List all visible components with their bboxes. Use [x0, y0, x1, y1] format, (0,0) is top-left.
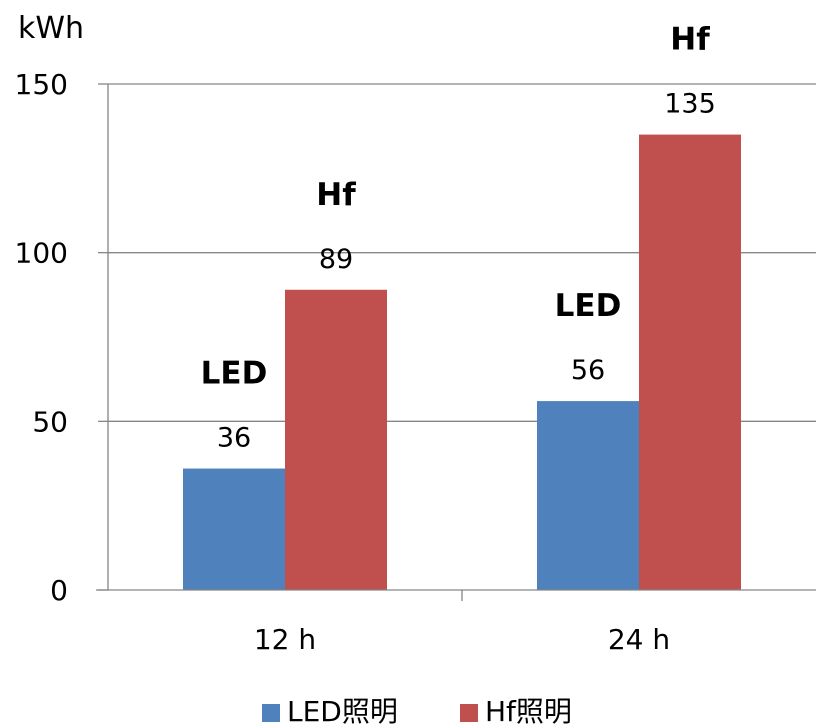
legend-label: LED照明 — [287, 695, 398, 726]
y-tick-label: 0 — [50, 574, 68, 607]
y-tick-label: 50 — [32, 405, 68, 438]
bar-led — [537, 401, 639, 590]
x-tick-label: 24 h — [608, 623, 670, 656]
bar-hf — [639, 134, 741, 590]
bar-series-tag: LED — [201, 356, 268, 392]
bar-value-label: 56 — [571, 355, 605, 386]
axes: 0 50 100 150 12 h 24 h — [15, 68, 816, 656]
legend-swatch — [460, 704, 478, 722]
bar-series-tag: Hf — [316, 177, 356, 213]
bars — [183, 134, 741, 590]
x-tick-label: 12 h — [254, 623, 316, 656]
bar-value-label: 135 — [664, 89, 716, 120]
bar-hf — [285, 289, 387, 590]
bar-value-label: 89 — [319, 244, 353, 275]
y-tick-label: 100 — [15, 237, 68, 270]
legend-swatch — [262, 704, 280, 722]
bar-series-tag: LED — [555, 288, 622, 324]
legend: LED照明 Hf照明 — [262, 695, 572, 726]
data-labels: 36 LED 89 Hf 56 LED 135 Hf — [201, 22, 716, 454]
bar-series-tag: Hf — [670, 22, 710, 58]
y-axis-unit-label: kWh — [18, 11, 84, 46]
y-tick-label: 150 — [15, 68, 68, 101]
legend-label: Hf照明 — [485, 695, 572, 726]
bar-led — [183, 468, 285, 590]
bar-value-label: 36 — [217, 423, 251, 454]
